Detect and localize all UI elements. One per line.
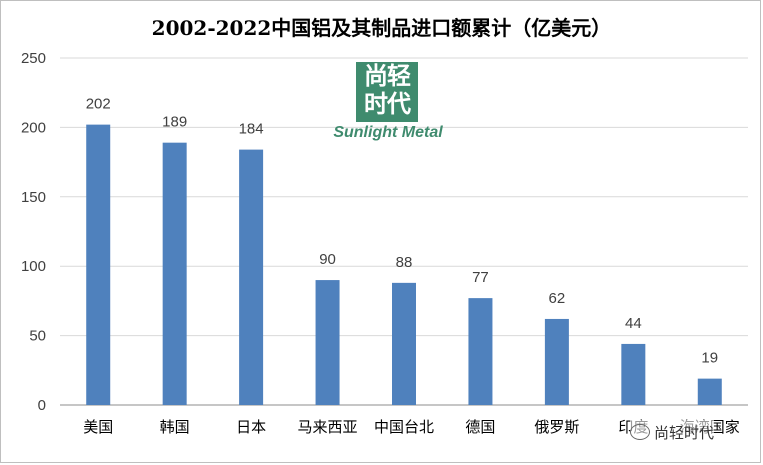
y-tick-label: 50 [29,328,46,345]
category-label: 中国台北 [374,418,434,436]
category-label: 俄罗斯 [534,418,579,436]
chart-title: 2002-2022中国铝及其制品进口额累计（亿美元） [151,16,612,40]
logo-mark-line2: 时代 [364,89,411,118]
y-tick-label: 0 [38,397,46,414]
y-tick-label: 250 [21,50,46,67]
category-label: 韩国 [160,418,190,436]
y-tick-label: 150 [21,189,46,206]
watermark-text: 尚轻时代 [654,423,715,442]
y-tick-label: 200 [21,119,46,136]
bar [86,124,111,406]
category-label: 日本 [236,418,266,436]
bar [544,318,569,405]
sunlight-metal-logo: 尚轻 时代 Sunlight Metal [322,62,454,144]
bar [239,149,264,405]
y-tick-label: 100 [21,258,46,275]
data-label: 184 [239,121,264,138]
category-label: 德国 [465,418,495,436]
logo-text: Sunlight Metal [333,124,443,141]
bar [162,142,187,405]
category-label: 美国 [83,418,113,436]
data-label: 189 [162,114,187,131]
wechat-icon [630,424,650,440]
bar [621,343,646,405]
bar [697,378,722,405]
logo-mark: 尚轻 时代 [356,62,418,122]
data-label: 90 [319,251,336,268]
data-label: 44 [625,315,642,332]
bar [392,282,416,405]
bar [468,298,493,405]
wechat-watermark: 尚轻时代 [630,420,715,444]
bar [315,280,340,405]
data-label: 88 [396,254,413,271]
data-label: 202 [86,96,111,113]
logo-mark-line1: 尚轻 [364,61,411,90]
data-label: 77 [472,269,489,286]
data-label: 19 [701,350,718,367]
category-label: 马来西亚 [298,418,358,436]
data-label: 62 [549,290,566,307]
